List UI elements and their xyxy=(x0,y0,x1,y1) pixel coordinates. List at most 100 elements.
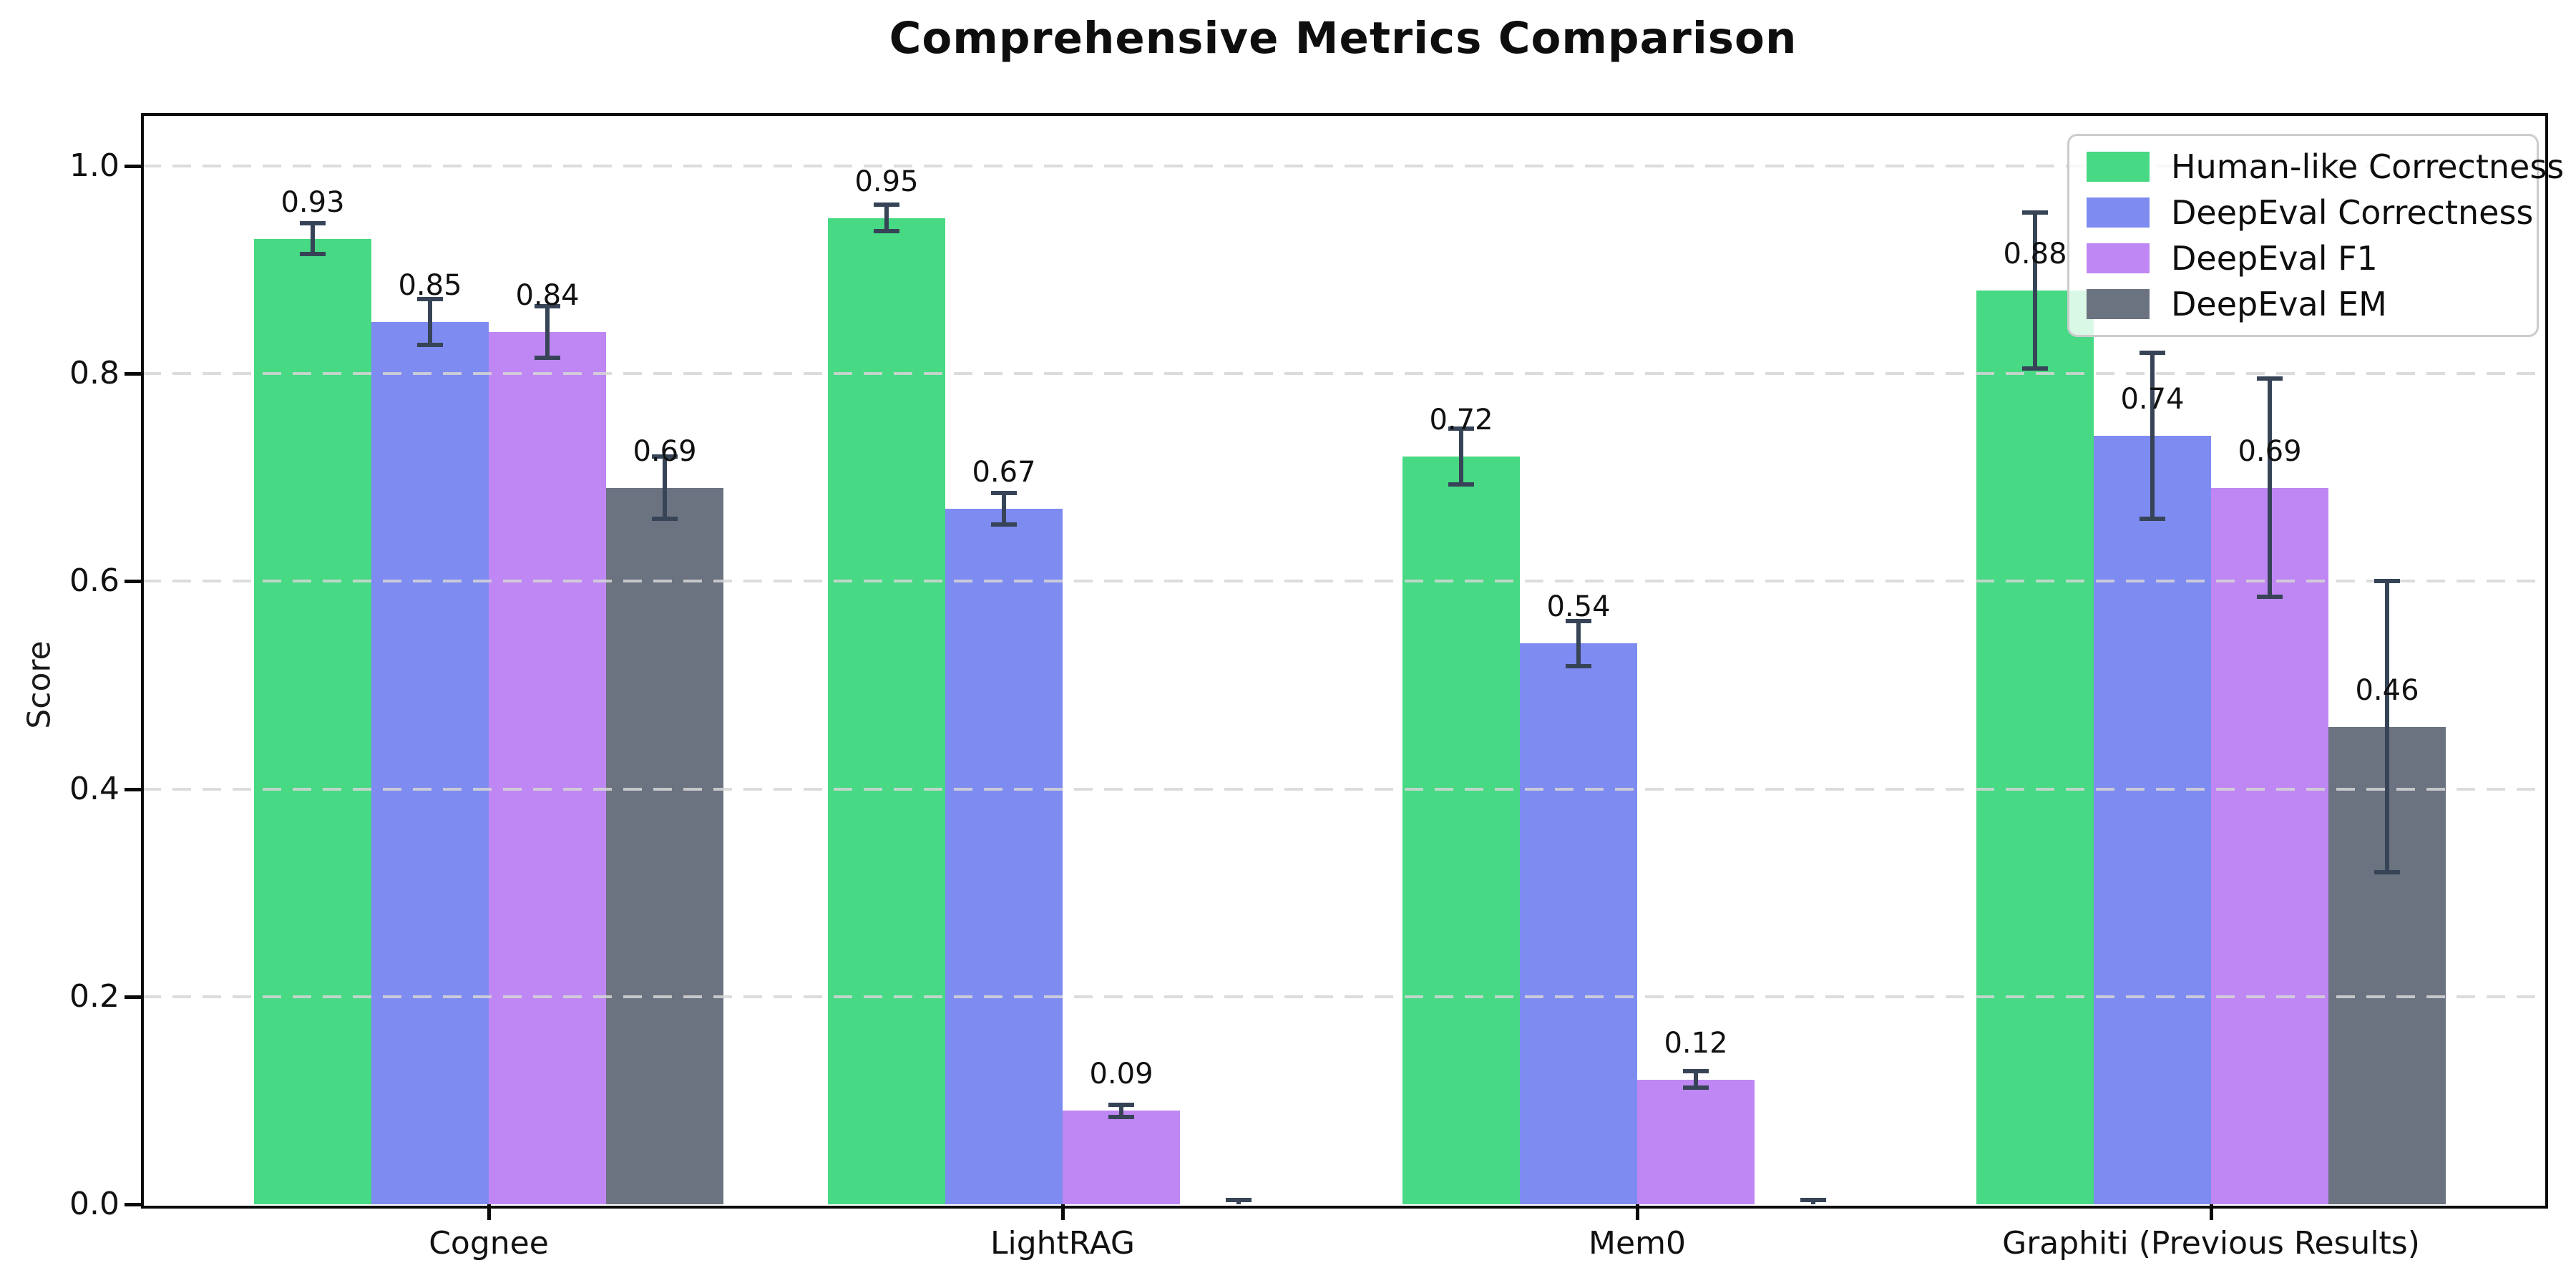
legend-swatch xyxy=(2087,197,2150,228)
bar-value-label: 0.88 xyxy=(2003,238,2067,271)
legend-swatch xyxy=(2087,152,2150,182)
x-tick-label-cognee: Cognee xyxy=(429,1225,549,1262)
bar-value-label: 0.69 xyxy=(633,434,697,468)
error-bar xyxy=(1002,493,1006,525)
gridline xyxy=(142,372,2544,376)
error-bar-cap xyxy=(652,517,678,522)
error-bar-cap xyxy=(1683,1085,1709,1091)
x-tick-mark xyxy=(1636,1204,1639,1220)
y-tick-label: 0.4 xyxy=(69,770,119,807)
error-bar-cap xyxy=(1566,664,1591,669)
chart-title: Comprehensive Metrics Comparison xyxy=(889,13,1797,64)
error-bar-cap xyxy=(2257,595,2283,600)
error-bar-cap xyxy=(1108,1102,1134,1107)
error-bar xyxy=(428,298,432,345)
error-bar-cap xyxy=(417,342,443,347)
legend-swatch xyxy=(2087,243,2150,273)
bar-mem0-s0 xyxy=(1402,457,1520,1204)
error-bar xyxy=(1694,1071,1698,1088)
error-bar xyxy=(1459,429,1463,485)
bar-value-label: 0.12 xyxy=(1664,1026,1728,1060)
error-bar xyxy=(1576,620,1581,667)
legend-item: DeepEval EM xyxy=(2087,285,2519,323)
error-bar-cap xyxy=(300,252,326,257)
bar-graphiti-previous-results--s0 xyxy=(1976,291,2094,1204)
legend-swatch xyxy=(2087,289,2150,319)
gridline xyxy=(142,580,2544,583)
y-tick-label: 0.6 xyxy=(69,562,119,600)
bar-value-label: 0.72 xyxy=(1429,404,1493,437)
x-tick-label-mem0: Mem0 xyxy=(1589,1225,1686,1262)
y-tick-mark xyxy=(125,165,142,168)
y-tick-label: 0.0 xyxy=(69,1186,119,1222)
error-bar-cap xyxy=(1683,1069,1709,1074)
error-bar-cap xyxy=(1448,426,1474,431)
error-bar-cap xyxy=(2022,210,2048,215)
bar-lightrag-s0 xyxy=(828,218,945,1204)
error-bar-cap xyxy=(2022,366,2048,371)
error-bar-cap xyxy=(1448,482,1474,487)
error-bar-cap xyxy=(2140,351,2165,356)
y-tick-mark xyxy=(125,580,142,584)
bar-value-label: 0.67 xyxy=(972,455,1036,489)
bar-lightrag-s1 xyxy=(945,508,1063,1204)
y-tick-mark xyxy=(125,1203,142,1206)
error-bar xyxy=(884,204,889,232)
error-bar-cap xyxy=(2374,579,2400,584)
error-bar xyxy=(311,223,315,255)
bar-cognee-s3 xyxy=(606,487,723,1204)
x-tick-mark xyxy=(2210,1204,2213,1220)
bar-value-label: 0.74 xyxy=(2120,383,2185,416)
error-bar-cap xyxy=(300,220,326,225)
bar-mem0-s2 xyxy=(1637,1079,1755,1204)
legend-label: DeepEval Correctness xyxy=(2171,193,2534,232)
error-bar-cap xyxy=(535,303,560,308)
error-bar xyxy=(2268,379,2272,597)
y-axis-label: Score xyxy=(21,640,58,729)
bar-value-label: 0.95 xyxy=(854,165,919,198)
error-bar-cap xyxy=(2374,869,2400,874)
gridline xyxy=(142,787,2544,791)
bar-mem0-s1 xyxy=(1520,643,1637,1204)
y-tick-label: 1.0 xyxy=(69,147,119,184)
legend: Human-like Correctness DeepEval Correctne… xyxy=(2067,134,2564,337)
x-tick-mark xyxy=(487,1204,491,1220)
legend-item: Human-like Correctness xyxy=(2087,147,2564,186)
error-bar xyxy=(2033,213,2037,369)
error-bar-cap xyxy=(535,356,560,361)
gridline xyxy=(142,995,2544,998)
bar-value-label: 0.93 xyxy=(280,185,345,219)
x-tick-label-lightrag: LightRAG xyxy=(990,1225,1136,1262)
legend-item: DeepEval F1 xyxy=(2087,239,2519,278)
error-bar-cap xyxy=(652,454,678,459)
error-bar-cap xyxy=(874,229,899,234)
bar-value-label: 0.46 xyxy=(2355,673,2419,707)
legend-label: DeepEval EM xyxy=(2171,285,2387,323)
x-tick-label-graphiti-previous-results-: Graphiti (Previous Results) xyxy=(2002,1225,2420,1262)
error-bar xyxy=(2150,353,2155,519)
error-bar-cap xyxy=(1226,1198,1252,1203)
legend-label: DeepEval F1 xyxy=(2171,239,2378,278)
gridline xyxy=(142,165,2544,167)
bar-value-label: 0.09 xyxy=(1089,1058,1153,1091)
error-bar-cap xyxy=(2257,376,2283,381)
legend-item: DeepEval Correctness xyxy=(2087,193,2533,232)
error-bar xyxy=(1119,1104,1123,1118)
bar-graphiti-previous-results--s1 xyxy=(2094,436,2211,1204)
error-bar-cap xyxy=(991,491,1017,496)
bar-lightrag-s2 xyxy=(1063,1111,1180,1204)
bar-graphiti-previous-results--s2 xyxy=(2211,487,2328,1204)
error-bar-cap xyxy=(874,202,899,207)
y-tick-mark xyxy=(125,372,142,376)
y-tick-label: 0.8 xyxy=(69,355,119,392)
bar-value-label: 0.85 xyxy=(398,268,462,302)
error-bar-cap xyxy=(2140,517,2165,522)
error-bar-cap xyxy=(991,522,1017,527)
bar-cognee-s1 xyxy=(371,321,489,1204)
error-bar-cap xyxy=(1108,1115,1134,1120)
error-bar-cap xyxy=(1566,618,1591,623)
legend-label: Human-like Correctness xyxy=(2171,147,2565,186)
x-tick-mark xyxy=(1061,1204,1065,1220)
error-bar-cap xyxy=(417,296,443,301)
